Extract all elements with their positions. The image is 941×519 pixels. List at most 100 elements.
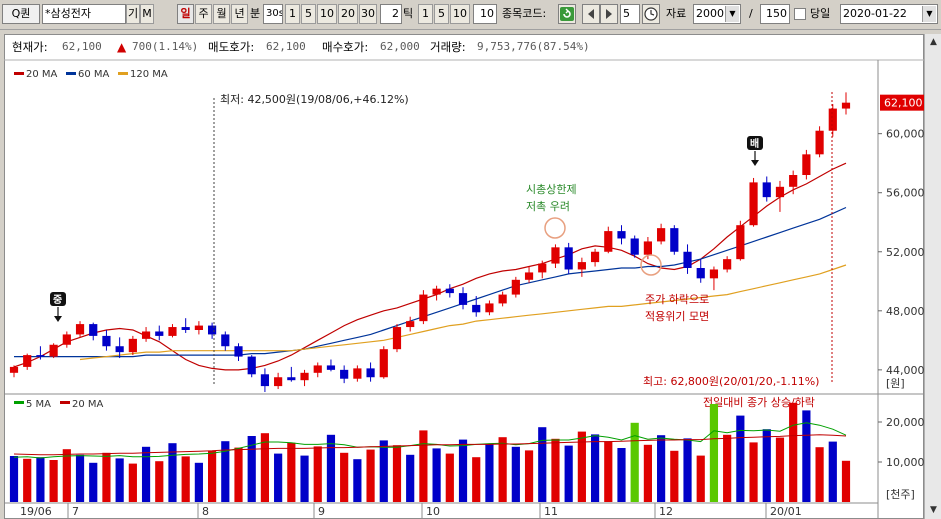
candle-body xyxy=(749,182,758,226)
refresh-icon[interactable] xyxy=(558,4,576,24)
tick-1-button[interactable]: 1 xyxy=(418,4,433,24)
data-label: 자료 xyxy=(666,7,687,20)
tab-year[interactable]: 년 xyxy=(231,4,248,24)
volume-bar xyxy=(89,462,98,502)
candle-body xyxy=(657,228,666,242)
volume-bar xyxy=(194,462,203,502)
minute-10-button[interactable]: 10 xyxy=(317,4,337,24)
candle-body xyxy=(590,251,600,263)
price-tick-label: 52,000 xyxy=(886,246,925,259)
legend-label: 5 MA xyxy=(26,399,51,410)
marker-bae-badge xyxy=(747,136,763,150)
stock-code-label: 종목코드: xyxy=(502,7,547,20)
vertical-scrollbar[interactable]: ▲ ▼ xyxy=(924,34,941,519)
next-arrow-icon[interactable] xyxy=(600,4,618,24)
candle-body xyxy=(36,355,45,357)
price-change-value: 700(1.14%) xyxy=(132,40,199,53)
candle-body xyxy=(260,374,270,387)
up-triangle-icon: ▲ xyxy=(117,40,127,54)
volume-bar xyxy=(524,450,534,502)
legend-label: 20 MA xyxy=(72,399,104,410)
volume-bar xyxy=(49,460,58,502)
current-price-label: 현재가: xyxy=(12,40,48,54)
gi-button[interactable]: 기 xyxy=(126,4,140,24)
note-1-line-2: 저촉 우려 xyxy=(526,200,570,213)
volume-bar xyxy=(115,458,124,502)
marker-bae-arrow-head xyxy=(751,160,759,166)
candle-body xyxy=(802,154,811,175)
stock-name-field[interactable]: *삼성전자 xyxy=(42,4,126,24)
tab-month[interactable]: 월 xyxy=(213,4,230,24)
candle-body xyxy=(49,344,58,357)
volume-bar xyxy=(709,404,719,502)
tick-label: 틱 xyxy=(403,7,414,20)
toolbar: Q퀀 *삼성전자 기 M 일 주 월 년 분 30s 1 5 10 20 30 … xyxy=(0,0,941,30)
candle-body xyxy=(313,365,322,373)
candle-body xyxy=(577,262,586,270)
volume-bar xyxy=(168,443,177,502)
candle-body xyxy=(445,288,454,294)
scroll-up-icon[interactable]: ▲ xyxy=(930,37,937,47)
candle-body xyxy=(155,331,164,336)
candle-body xyxy=(696,268,705,279)
date-picker[interactable]: 2020-01-22 ▼ xyxy=(840,4,938,24)
m-button[interactable]: M xyxy=(140,4,154,24)
x-tick-label: 10 xyxy=(426,505,440,518)
minute-1-button[interactable]: 1 xyxy=(285,4,300,24)
volume-bar xyxy=(577,431,586,502)
volume-bar xyxy=(590,434,600,502)
data-count-select[interactable]: 2000 ▼ xyxy=(693,4,741,24)
tab-day[interactable]: 일 xyxy=(177,4,194,24)
candle-body xyxy=(564,247,573,270)
candle-body xyxy=(379,349,388,378)
tick-input-field[interactable]: 10 xyxy=(473,4,497,24)
volume-bar xyxy=(313,446,322,502)
candle-body xyxy=(498,294,507,304)
bid-price-value: 62,000 xyxy=(380,40,420,53)
x-tick-label: 9 xyxy=(318,505,325,518)
minute-interval-field[interactable]: 30s xyxy=(263,4,283,24)
candle-body xyxy=(630,238,639,255)
volume-tick-label: 20,000 xyxy=(886,416,925,429)
volume-bar xyxy=(815,447,824,502)
tick-5-button[interactable]: 5 xyxy=(434,4,449,24)
candle-body xyxy=(736,225,745,260)
volume-bar xyxy=(141,446,151,502)
today-checkbox[interactable] xyxy=(794,8,806,20)
volume-bar xyxy=(128,463,137,502)
volume-bar xyxy=(9,456,19,502)
volume-bar xyxy=(419,430,428,502)
volume-bar xyxy=(234,447,243,502)
volume-bar xyxy=(300,455,309,502)
scroll-down-icon[interactable]: ▼ xyxy=(930,505,937,515)
candle-body xyxy=(406,321,415,328)
candle-body xyxy=(9,366,19,373)
stock-search-button[interactable]: Q퀀 xyxy=(2,4,40,24)
volume-bar xyxy=(723,434,732,502)
step-count-field[interactable]: 5 xyxy=(620,4,640,24)
minute-20-button[interactable]: 20 xyxy=(338,4,358,24)
legend-label: 20 MA xyxy=(26,69,58,80)
minute-interval-value: 30 xyxy=(266,8,279,19)
clock-icon[interactable] xyxy=(642,4,660,24)
tick-10-button[interactable]: 10 xyxy=(450,4,470,24)
volume-bar xyxy=(366,449,375,502)
current-price-value: 62,100 xyxy=(62,40,102,53)
volume-bar xyxy=(749,442,758,502)
tab-week[interactable]: 주 xyxy=(195,4,212,24)
current-price-tag: 62,100 xyxy=(880,94,924,111)
candle-body xyxy=(274,377,283,387)
tick-value-field[interactable]: 2 xyxy=(380,4,402,24)
candle-body xyxy=(709,269,719,279)
page-count-field[interactable]: 150 xyxy=(760,4,790,24)
prev-arrow-icon[interactable] xyxy=(582,4,600,24)
volume-bar xyxy=(353,459,362,502)
legend-label: 60 MA xyxy=(78,69,110,80)
current-price-tag-bg xyxy=(880,94,924,111)
volume-bar xyxy=(789,402,798,502)
minute-30-button[interactable]: 30 xyxy=(359,4,377,24)
minute-5-button[interactable]: 5 xyxy=(301,4,316,24)
candle-body xyxy=(472,304,481,313)
volume-bar xyxy=(458,439,468,502)
